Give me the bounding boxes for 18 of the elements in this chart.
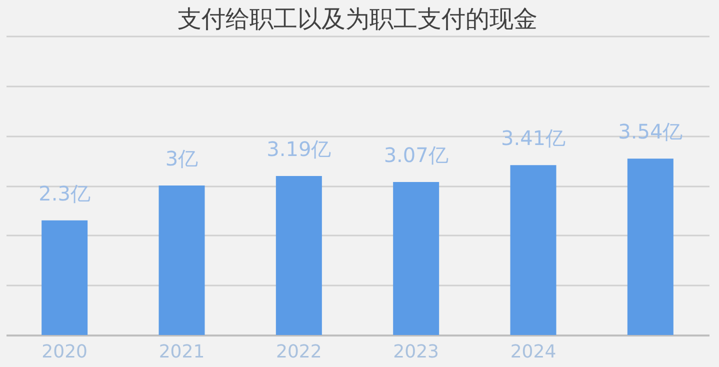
x-tick-label: 2024 <box>510 342 556 362</box>
data-label: 3.41亿 <box>500 126 566 150</box>
bar <box>42 220 88 335</box>
x-tick-label: 2020 <box>42 342 88 362</box>
data-label: 3.07亿 <box>384 143 448 168</box>
bar <box>158 186 205 335</box>
data-label: 2.3亿 <box>38 181 90 206</box>
data-label: 3亿 <box>165 146 198 170</box>
bar <box>627 158 674 335</box>
x-tick-label: 2023 <box>393 342 439 362</box>
bar <box>510 165 556 335</box>
bar <box>393 182 440 335</box>
x-tick-label: 2022 <box>276 342 322 362</box>
bar <box>276 176 322 335</box>
x-tick-label: 2021 <box>158 342 205 362</box>
data-label: 3.54亿 <box>618 120 683 144</box>
data-label: 3.19亿 <box>266 137 332 162</box>
chart-title: 支付给职工以及为职工支付的现金 <box>178 5 538 33</box>
